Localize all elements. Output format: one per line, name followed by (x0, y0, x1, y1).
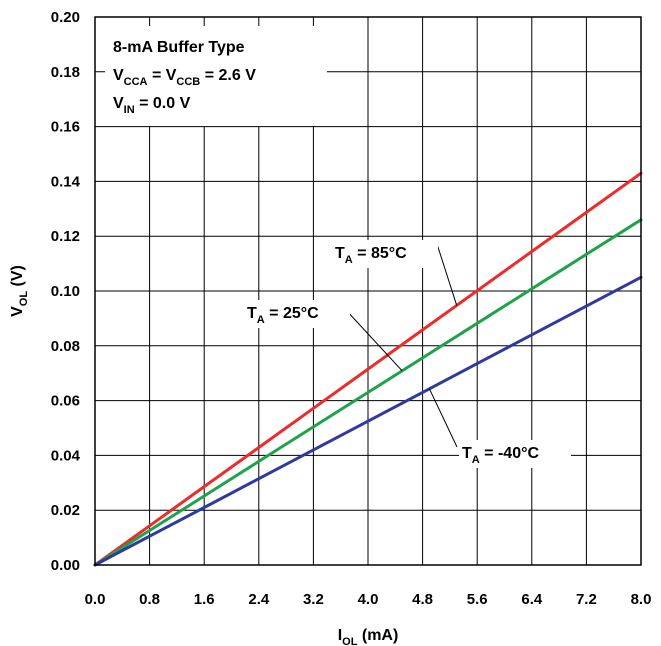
y-tick-label: 0.12 (51, 228, 80, 245)
series-labels: TA = 85°C TA = 25°C TA = -40°C (244, 240, 571, 468)
series-line-minus40c (93, 275, 643, 567)
x-tick-label: 1.6 (194, 591, 215, 608)
x-tick-label: 8.0 (631, 591, 652, 608)
y-tick-label: 0.14 (51, 173, 81, 190)
label-background (244, 300, 350, 328)
leader-line (345, 309, 403, 372)
label-background (459, 440, 571, 468)
series-label-minus40c: TA = -40°C (462, 445, 539, 466)
condition-input-voltage: VIN = 0.0 V (113, 95, 191, 116)
series-lines (93, 171, 643, 567)
x-tick-label: 6.4 (521, 591, 543, 608)
x-tick-label: 2.4 (248, 591, 270, 608)
label-background (332, 240, 438, 268)
y-tick-label: 0.00 (51, 557, 80, 574)
y-tick-label: 0.18 (51, 64, 80, 81)
x-tick-label: 4.8 (412, 591, 433, 608)
x-tick-label: 7.2 (576, 591, 597, 608)
y-tick-label: 0.08 (51, 338, 80, 355)
y-tick-label: 0.02 (51, 502, 80, 519)
y-tick-label: 0.06 (51, 393, 80, 410)
x-tick-label: 0.0 (85, 591, 106, 608)
y-tick-label: 0.20 (51, 9, 80, 26)
series-label-25c: TA = 25°C (247, 305, 319, 326)
y-axis-title: VOL (V) (9, 265, 30, 317)
plot-frame (94, 16, 642, 566)
x-tick-label: 0.8 (139, 591, 160, 608)
condition-supply-voltage: VCCA = VCCB = 2.6 V (113, 67, 256, 88)
leader-line (436, 243, 458, 306)
y-tick-label: 0.16 (51, 119, 80, 136)
condition-buffer-type: 8-mA Buffer Type (113, 39, 245, 56)
y-tick-label: 0.10 (51, 283, 80, 300)
y-tick-label: 0.04 (51, 447, 81, 464)
conditions-background (105, 26, 327, 126)
series-label-85c: TA = 85°C (335, 245, 407, 266)
x-tick-label: 5.6 (467, 591, 488, 608)
x-tick-labels: 0.0 0.8 1.6 2.4 3.2 4.0 4.8 5.6 6.4 7.2 8.0 (85, 591, 652, 608)
x-tick-label: 3.2 (303, 591, 324, 608)
y-tick-labels: 0.00 0.02 0.04 0.06 0.08 0.10 0.12 0.14 0.16 0.18… (51, 9, 81, 574)
x-tick-label: 4.0 (358, 591, 379, 608)
leader-line (428, 388, 458, 448)
x-axis-title: IOL (mA) (338, 627, 399, 646)
series-line-25c (93, 218, 643, 567)
series-line-85c (93, 171, 643, 567)
grid (95, 17, 641, 565)
conditions-box: 8-mA Buffer Type VCCA = VCCB = 2.6 V VIN =… (105, 26, 327, 126)
